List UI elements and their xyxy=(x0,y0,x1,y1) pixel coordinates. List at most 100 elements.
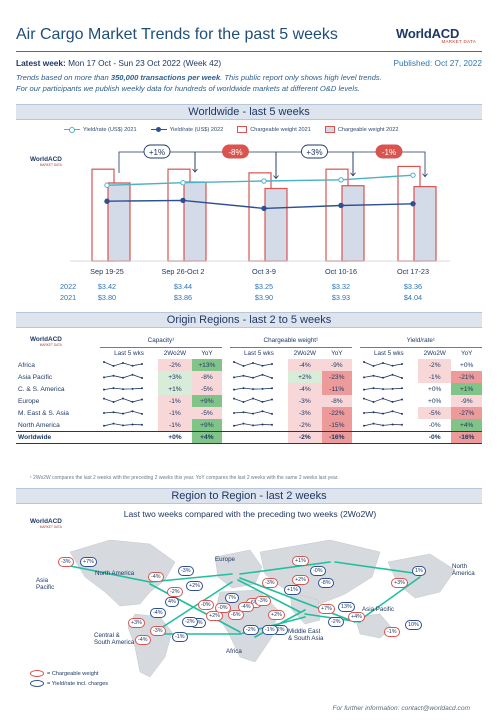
cell-2wo2w: -3% xyxy=(288,395,322,407)
sparkline-cell xyxy=(360,419,418,432)
change-badge-label: -8% xyxy=(228,148,242,157)
sparkline-cell xyxy=(230,419,288,432)
cell-2wo2w: -1% xyxy=(158,407,192,419)
sparkline-cell xyxy=(100,359,158,371)
pill-yield-rate: -3% xyxy=(178,566,194,576)
cell-2wo2w: -2% xyxy=(288,419,322,432)
section-worldwide-title: Worldwide - last 5 weeks xyxy=(16,104,482,120)
region-name: Europe xyxy=(18,397,40,405)
cell-yoy: -5% xyxy=(191,407,223,419)
geo-central-south-america: Central & South America xyxy=(94,632,135,646)
pill-chargeable-weight: -2% xyxy=(167,587,183,597)
cell-yoy: -15% xyxy=(321,419,352,432)
logo-wordmark: WorldACD xyxy=(396,26,460,41)
sparkline-cell xyxy=(360,383,418,395)
legend-swatch-navy xyxy=(150,126,167,133)
point-yield-2021 xyxy=(410,172,416,178)
pill-yield-rate: -0% xyxy=(310,566,326,576)
cell-2wo2w: -2% xyxy=(418,359,452,371)
group-capacity: Capacity¹ xyxy=(99,335,223,348)
change-badge-label: -1% xyxy=(382,148,396,157)
cell-2wo2w: -2% xyxy=(288,431,322,444)
cell-2wo2w: -1% xyxy=(418,371,452,383)
sparkline-cell xyxy=(99,431,159,444)
cell-yoy: -9% xyxy=(451,395,482,407)
x-tick-label: Sep 26-Oct 2 xyxy=(161,267,205,276)
table-footnote: ¹ 2Wo2W compares the last 2 weeks with t… xyxy=(30,475,339,481)
flow-na-af xyxy=(149,583,241,633)
worldwide-chart: +1% -8% +3% -1% xyxy=(70,144,450,262)
cell-yoy: -16% xyxy=(321,431,352,444)
pill-chargeable-weight: +1% xyxy=(292,556,309,566)
group-yield-rate: Yield/rate¹ xyxy=(359,335,482,348)
cell-yoy: -9% xyxy=(321,359,352,371)
map-logo: WorldACD MARKET DATA xyxy=(30,518,62,529)
point-yield-2021 xyxy=(104,182,110,188)
cell-yoy: -8% xyxy=(321,395,352,407)
sparkline xyxy=(232,361,273,367)
point-yield-2022 xyxy=(338,202,344,209)
map-legend-cw-label: = Chargeable weight xyxy=(47,670,99,677)
north-america-east-shape xyxy=(387,553,456,599)
pill-chargeable-weight: +3% xyxy=(391,578,408,588)
region-name: Worldwide xyxy=(16,431,100,444)
cell-2wo2w: -4% xyxy=(288,359,322,371)
yield-2021-value: $3.80 xyxy=(97,293,117,302)
pill-yield-rate: 13% xyxy=(338,602,355,612)
legend-swatch-cw2021 xyxy=(237,126,248,133)
sparkline xyxy=(102,361,143,367)
sparkline xyxy=(362,387,403,391)
geo-europe: Europe xyxy=(215,556,235,563)
pill-chargeable-weight: -4% xyxy=(148,572,164,582)
x-tick-label: Oct 17-23 xyxy=(396,267,430,276)
pill-chargeable-weight: -3% xyxy=(58,557,74,567)
map-legend-cw: = Chargeable weight xyxy=(30,670,108,677)
pill-chargeable-weight: -0% xyxy=(215,603,231,613)
map-logo-text: WorldACD xyxy=(30,518,62,525)
intro-part-a: Trends based on more than xyxy=(16,73,111,82)
point-yield-2022 xyxy=(410,201,416,207)
origin-regions-table: Capacity¹ Chargeable weight¹ Yield/rate¹… xyxy=(16,335,482,444)
x-tick-label: Oct 3-9 xyxy=(252,267,276,276)
sub-yoy: YoY xyxy=(201,349,213,357)
bar-cw-2022 xyxy=(264,187,288,262)
map-legend: = Chargeable weight = Yield/rate incl. c… xyxy=(30,670,108,690)
region-name: M. East & S. Asia xyxy=(18,409,69,417)
pill-yield-rate: -2% xyxy=(243,625,259,635)
sparkline-cell xyxy=(230,383,288,395)
table-row: Asia Pacific +3% -8% +2% -23% -1% -21% xyxy=(16,371,482,383)
table-row: Europe -1% +9% -3% -8% +0% -9% xyxy=(16,395,482,407)
pill-yield-rate: +1% xyxy=(284,585,301,595)
flow-na-eu xyxy=(149,573,233,583)
sparkline xyxy=(362,373,403,379)
table-logo-text: WorldACD xyxy=(30,336,62,343)
cell-2wo2w: -0% xyxy=(418,431,452,444)
legend-oval-red xyxy=(30,670,44,677)
flow-ap-na-east xyxy=(359,576,421,621)
sparkline xyxy=(362,422,403,427)
table-subheader: Last 5 wks 2Wo2W YoY Last 5 wks 2Wo2W Yo… xyxy=(16,347,482,359)
cell-2wo2w: -4% xyxy=(288,383,322,395)
sparkline xyxy=(232,387,273,391)
footer-contact: For further information: contact@worldac… xyxy=(332,705,470,712)
cell-yoy: -5% xyxy=(191,383,223,395)
region-name: Asia Pacific xyxy=(18,373,53,381)
region-name: C. & S. America xyxy=(18,385,65,393)
cell-yoy: -21% xyxy=(451,371,482,383)
pill-chargeable-weight: +7% xyxy=(318,604,335,614)
sparkline-cell xyxy=(100,371,158,383)
map-legend-yr-label: = Yield/rate incl. charges xyxy=(47,680,109,687)
pill-yield-rate: -8% xyxy=(318,578,334,588)
legend-swatch-teal xyxy=(64,126,80,133)
cell-2wo2w: +2% xyxy=(288,371,322,383)
cell-2wo2w: +1% xyxy=(158,383,192,395)
cell-2wo2w: -3% xyxy=(288,407,322,419)
change-arrowhead xyxy=(192,168,198,173)
cell-2wo2w: -1% xyxy=(158,419,192,432)
pill-yield-rate: 10% xyxy=(405,620,422,630)
section-origin-title: Origin Regions - last 2 to 5 weeks xyxy=(16,312,482,328)
sub-last5: Last 5 wks xyxy=(244,349,274,357)
sparkline-cell xyxy=(229,431,289,444)
legend-swatch-cw2022 xyxy=(324,126,335,133)
cell-yoy: -16% xyxy=(451,431,482,444)
